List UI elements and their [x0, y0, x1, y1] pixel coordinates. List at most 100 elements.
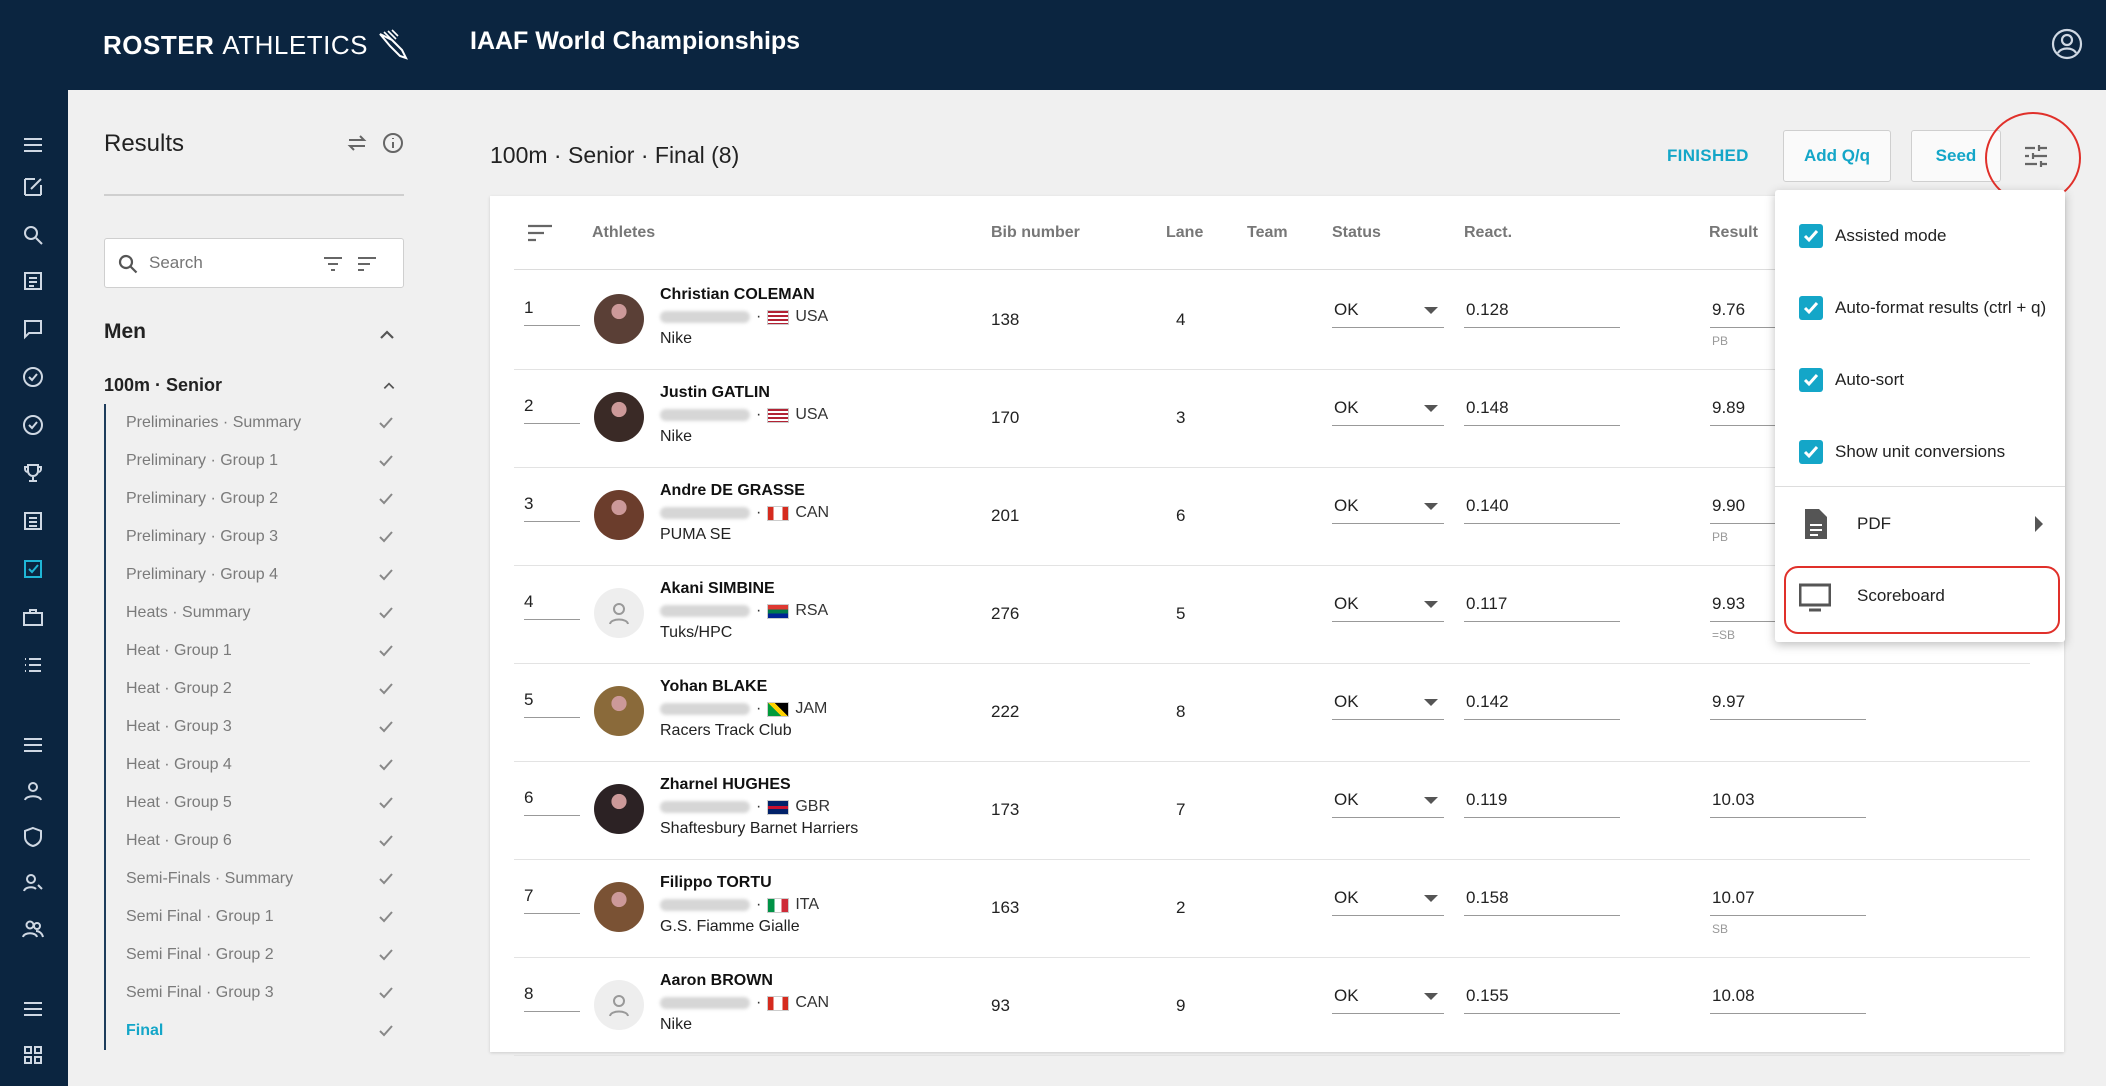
header-athletes[interactable]: Athletes [592, 224, 656, 241]
position-input[interactable]: 2 [524, 392, 580, 424]
status-select[interactable]: OK [1332, 882, 1444, 916]
reaction-time-input[interactable]: 0.142 [1464, 686, 1620, 720]
search-input[interactable] [149, 249, 309, 277]
round-item[interactable]: Semi Final · Group 1 [106, 898, 404, 936]
round-item[interactable]: Heat · Group 3 [106, 708, 404, 746]
result-input[interactable]: 9.97 [1710, 686, 1866, 720]
position-input[interactable]: 8 [524, 980, 580, 1012]
header-team[interactable]: Team [1247, 224, 1288, 241]
reaction-time-input[interactable]: 0.148 [1464, 392, 1620, 426]
edit-icon[interactable] [18, 172, 48, 202]
header-lane[interactable]: Lane [1166, 224, 1204, 241]
results-check-icon[interactable] [18, 554, 48, 584]
result-input[interactable]: 10.03 [1710, 784, 1866, 818]
athlete-name[interactable]: Justin GATLIN [660, 384, 770, 401]
status-select[interactable]: OK [1332, 980, 1444, 1014]
round-item[interactable]: Semi Final · Group 3 [106, 974, 404, 1012]
search-box[interactable] [104, 238, 404, 288]
athlete-name[interactable]: Zharnel HUGHES [660, 776, 791, 793]
trophy-icon[interactable] [18, 458, 48, 488]
athlete-name[interactable]: Filippo TORTU [660, 874, 772, 891]
message-icon[interactable] [18, 314, 48, 344]
apps-grid-icon[interactable] [18, 1040, 48, 1070]
round-item[interactable]: Preliminary · Group 2 [106, 480, 404, 518]
round-item[interactable]: Preliminaries · Summary [106, 404, 404, 442]
reaction-time-input[interactable]: 0.128 [1464, 294, 1620, 328]
reaction-time-input[interactable]: 0.140 [1464, 490, 1620, 524]
menu-item-unit-conversions[interactable]: Show unit conversions [1775, 424, 2065, 480]
status-select[interactable]: OK [1332, 686, 1444, 720]
menu-item-auto-sort[interactable]: Auto-sort [1775, 352, 2065, 408]
sort-icon[interactable] [355, 253, 379, 275]
reaction-time-input[interactable]: 0.158 [1464, 882, 1620, 916]
menu-item-assisted-mode[interactable]: Assisted mode [1775, 208, 2065, 264]
position-input[interactable]: 1 [524, 294, 580, 326]
round-item[interactable]: Heat · Group 1 [106, 632, 404, 670]
table-row[interactable]: 4 Akani SIMBINE · RSA Tuks/HPC 276 5 OK … [490, 566, 2064, 664]
briefcase-icon[interactable] [18, 602, 48, 632]
result-input[interactable]: 10.07 [1710, 882, 1866, 916]
round-item[interactable]: Heat · Group 6 [106, 822, 404, 860]
round-item[interactable]: Heats · Summary [106, 594, 404, 632]
account-icon[interactable] [2050, 27, 2084, 61]
status-select[interactable]: OK [1332, 392, 1444, 426]
shield-icon[interactable] [18, 822, 48, 852]
reaction-time-input[interactable]: 0.117 [1464, 588, 1620, 622]
menu-item-pdf[interactable]: PDF [1775, 496, 2065, 552]
round-item[interactable]: Preliminary · Group 4 [106, 556, 404, 594]
round-item[interactable]: Preliminary · Group 3 [106, 518, 404, 556]
menu-icon-3[interactable] [18, 994, 48, 1024]
people-icon[interactable] [18, 914, 48, 944]
status-select[interactable]: OK [1332, 490, 1444, 524]
position-input[interactable]: 7 [524, 882, 580, 914]
seed-button[interactable]: Seed [1911, 130, 2001, 182]
menu-icon[interactable] [18, 130, 48, 160]
document-icon[interactable] [18, 266, 48, 296]
athlete-name[interactable]: Christian COLEMAN [660, 286, 815, 303]
round-item[interactable]: Heat · Group 4 [106, 746, 404, 784]
check-square-icon[interactable] [18, 362, 48, 392]
table-row[interactable]: 2 Justin GATLIN · USA Nike 170 3 OK 0.14… [490, 370, 2064, 468]
round-item[interactable]: Semi-Finals · Summary [106, 860, 404, 898]
swap-icon[interactable] [346, 132, 368, 154]
checkbox-checked-icon[interactable] [1799, 296, 1823, 320]
round-item[interactable]: Final [106, 1012, 404, 1050]
bullet-list-icon[interactable] [18, 650, 48, 680]
reaction-time-input[interactable]: 0.155 [1464, 980, 1620, 1014]
filter-icon[interactable] [321, 253, 345, 275]
header-status[interactable]: Status [1332, 224, 1381, 241]
table-row[interactable]: 6 Zharnel HUGHES · GBR Shaftesbury Barne… [490, 762, 2064, 860]
table-row[interactable]: 1 Christian COLEMAN · USA Nike 138 4 OK … [490, 272, 2064, 370]
search-icon[interactable] [18, 220, 48, 250]
round-item[interactable]: Heat · Group 2 [106, 670, 404, 708]
chevron-up-icon[interactable] [382, 379, 396, 393]
checkbox-checked-icon[interactable] [1799, 368, 1823, 392]
table-row[interactable]: 7 Filippo TORTU · ITA G.S. Fiamme Gialle… [490, 860, 2064, 958]
position-input[interactable]: 3 [524, 490, 580, 522]
header-result[interactable]: Result [1709, 224, 1758, 241]
event-100m-senior[interactable]: 100m · Senior [104, 375, 404, 401]
menu-item-scoreboard[interactable]: Scoreboard [1775, 568, 2065, 624]
person-key-icon[interactable] [18, 868, 48, 898]
header-bib[interactable]: Bib number [991, 224, 1080, 241]
status-select[interactable]: OK [1332, 588, 1444, 622]
add-q-button[interactable]: Add Q/q [1783, 130, 1891, 182]
status-select[interactable]: OK [1332, 784, 1444, 818]
header-react[interactable]: React. [1464, 224, 1513, 241]
person-icon[interactable] [18, 776, 48, 806]
sort-lines-icon[interactable] [526, 222, 554, 244]
athlete-name[interactable]: Aaron BROWN [660, 972, 773, 989]
brand-logo[interactable]: ROSTER ATHLETICS [103, 28, 410, 62]
result-input[interactable]: 10.08 [1710, 980, 1866, 1014]
menu-icon-2[interactable] [18, 730, 48, 760]
chevron-up-icon[interactable] [378, 326, 396, 344]
athlete-name[interactable]: Yohan BLAKE [660, 678, 768, 695]
athlete-name[interactable]: Akani SIMBINE [660, 580, 775, 597]
table-row[interactable]: 5 Yohan BLAKE · JAM Racers Track Club 22… [490, 664, 2064, 762]
position-input[interactable]: 4 [524, 588, 580, 620]
menu-item-auto-format[interactable]: Auto-format results (ctrl + q) [1775, 280, 2065, 336]
table-row[interactable]: 8 Aaron BROWN · CAN Nike 93 9 OK 0.155 1… [490, 958, 2064, 1056]
reaction-time-input[interactable]: 0.119 [1464, 784, 1620, 818]
group-men[interactable]: Men [104, 320, 404, 350]
list-doc-icon[interactable] [18, 506, 48, 536]
